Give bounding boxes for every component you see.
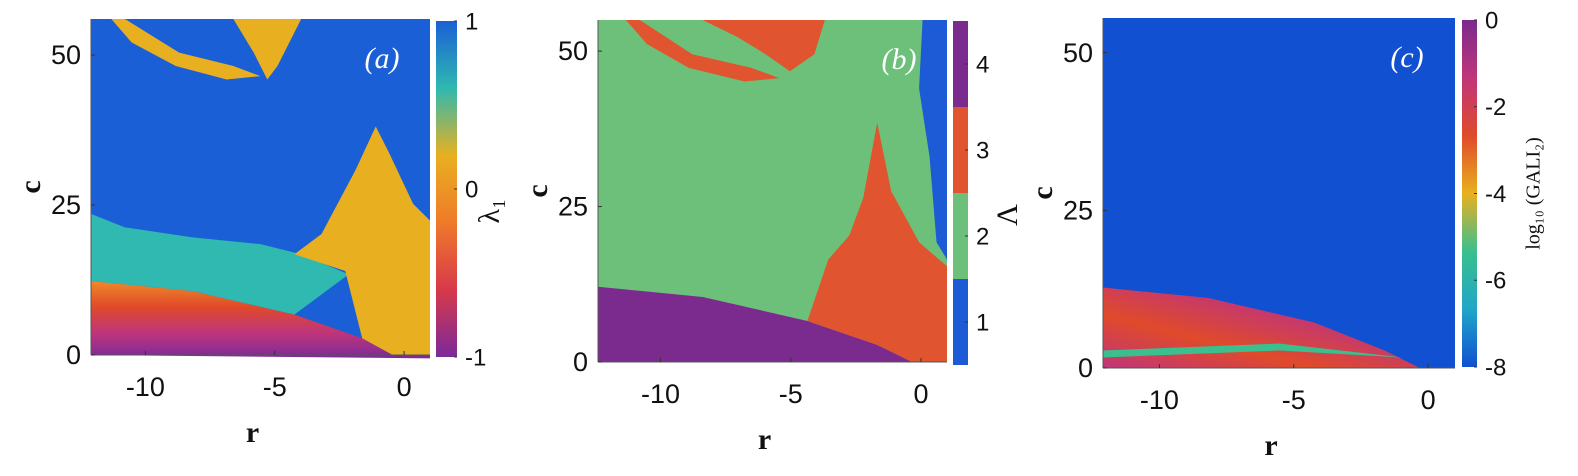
x-tick-label: -5 (263, 372, 287, 402)
x-tick-label: -5 (1282, 385, 1306, 415)
y-tick-label: 0 (1078, 353, 1093, 383)
panel-label: (a) (365, 42, 400, 75)
colorbar-label: Λ (991, 204, 1024, 226)
x-tick-label: -10 (641, 379, 680, 409)
colorbar-segment (953, 193, 968, 279)
region-belt (91, 213, 349, 315)
x-tick-label: -10 (126, 372, 165, 402)
panel-label: (c) (1390, 41, 1423, 74)
x-tick-label: -5 (779, 379, 803, 409)
region-strip (919, 20, 947, 260)
colorbar-tick-label: 1 (976, 309, 989, 336)
colorbar-tick-label: -6 (1485, 268, 1506, 295)
region-arc (625, 20, 780, 82)
region-band (91, 281, 430, 359)
region-top (702, 20, 825, 72)
y-tick-label: 50 (1063, 38, 1093, 68)
y-axis-label: c (521, 184, 554, 197)
x-tick-label: 0 (913, 379, 928, 409)
colorbar-tick-label: -4 (1485, 181, 1506, 208)
region-band (598, 286, 947, 362)
y-tick-label: 25 (1063, 195, 1093, 225)
region-arc (111, 19, 261, 80)
colorbar-tick-label: 1 (465, 8, 478, 35)
y-tick-label: 25 (51, 190, 81, 220)
y-axis-label: c (14, 180, 47, 193)
x-axis-label: r (246, 416, 259, 449)
y-tick-label: 50 (51, 40, 81, 70)
colorbar-tick-label: 0 (1485, 7, 1498, 34)
x-axis-label: r (758, 423, 771, 456)
colorbar (1462, 20, 1477, 367)
x-tick-label: -10 (1140, 385, 1179, 415)
region-wedge (807, 122, 947, 362)
colorbar-segment (953, 279, 968, 365)
colorbar-segment (953, 21, 968, 107)
colorbar-tick-label: -8 (1485, 354, 1506, 381)
y-tick-label: 0 (573, 347, 588, 377)
region-bg (1103, 18, 1455, 368)
x-tick-label: 0 (397, 372, 412, 402)
y-tick-label: 50 (558, 36, 588, 66)
region-stripe (1103, 343, 1403, 358)
colorbar-tick-label: 3 (976, 137, 989, 164)
colorbar-tick-label: -1 (465, 344, 486, 371)
colorbar-label: λ₁ (473, 198, 506, 223)
colorbar-label: log₁₀ (GALI₂) (1523, 137, 1545, 250)
x-axis-label: r (1264, 429, 1277, 462)
y-tick-label: 25 (558, 192, 588, 222)
colorbar (436, 21, 457, 357)
colorbar-tick-label: -2 (1485, 94, 1506, 121)
colorbar-tick-label: 2 (976, 223, 989, 250)
colorbar-tick-label: 0 (465, 176, 478, 203)
colorbar-segment (953, 107, 968, 193)
region-top (233, 19, 302, 80)
y-axis-label: c (1026, 186, 1059, 199)
panel-label: (b) (882, 43, 917, 76)
x-tick-label: 0 (1421, 385, 1436, 415)
y-tick-label: 0 (66, 340, 81, 370)
region-wedge (294, 126, 430, 356)
colorbar-tick-label: 4 (976, 51, 989, 78)
